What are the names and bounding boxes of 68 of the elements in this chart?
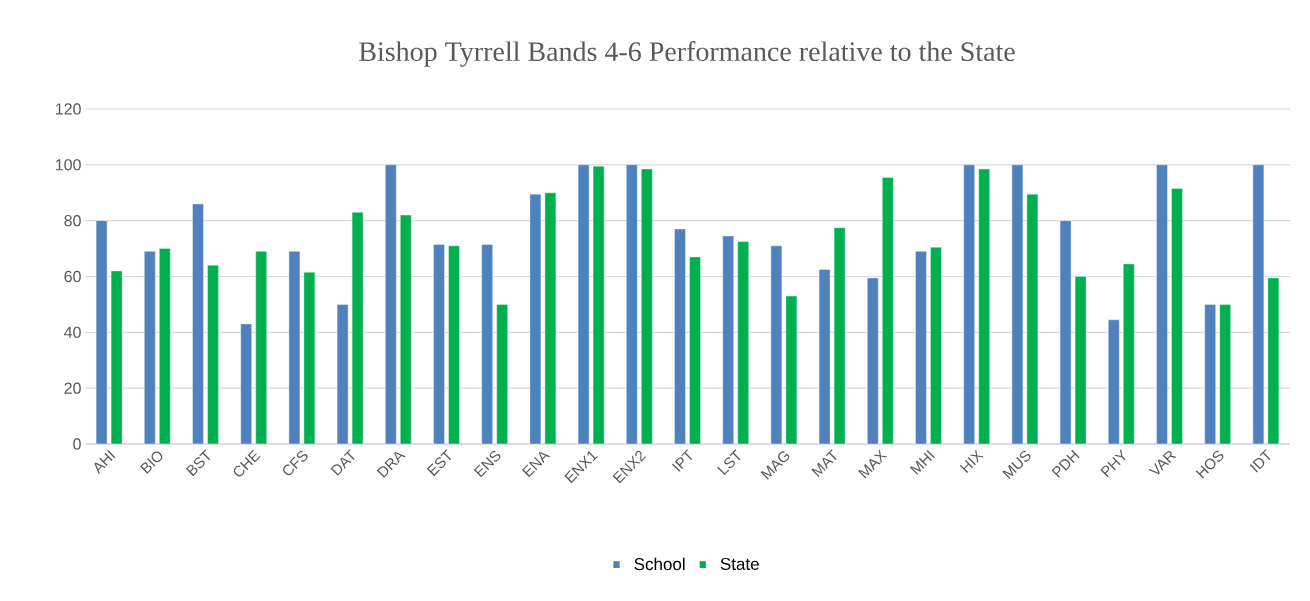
bar <box>1204 304 1216 445</box>
bar <box>481 244 493 445</box>
bar <box>351 212 364 445</box>
chart-title: Bishop Tyrrell Bands 4-6 Performance relative to the State <box>359 41 1015 67</box>
bar <box>1108 319 1120 445</box>
y-tick-label: 80 <box>64 215 81 227</box>
bar <box>592 166 605 445</box>
bar <box>785 295 798 445</box>
bar <box>930 246 942 445</box>
bar <box>496 304 508 445</box>
bar <box>1123 263 1135 445</box>
x-tick-label: ENA <box>521 451 551 478</box>
bar <box>240 323 252 445</box>
bar <box>433 244 445 445</box>
bar <box>641 168 653 445</box>
bar <box>1074 276 1087 445</box>
legend-label: State <box>720 557 759 570</box>
bar <box>689 256 701 445</box>
bar <box>255 251 267 445</box>
y-tick-label: 20 <box>64 382 81 394</box>
y-tick-label: 0 <box>73 438 81 450</box>
bar <box>400 214 412 445</box>
bar <box>915 251 927 445</box>
x-tick-label: AHI <box>94 449 116 474</box>
bar <box>978 168 990 445</box>
bar <box>963 164 975 445</box>
bar <box>288 251 301 445</box>
bar <box>110 270 123 445</box>
bar <box>448 245 460 445</box>
bar <box>626 164 638 445</box>
bar <box>95 220 108 445</box>
bar <box>207 265 219 445</box>
bar <box>1219 304 1231 445</box>
bar <box>722 235 734 445</box>
x-tick-label: VAR <box>1148 450 1177 475</box>
bar <box>1011 164 1024 445</box>
bar <box>1026 193 1039 445</box>
bar <box>303 272 316 445</box>
bar <box>867 277 879 445</box>
legend-label: School <box>634 557 685 571</box>
bar <box>577 164 590 445</box>
y-tick-label: 100 <box>56 159 81 171</box>
bar <box>1171 188 1183 445</box>
bar <box>336 304 349 445</box>
bar <box>770 245 783 445</box>
bar <box>192 203 204 445</box>
x-tick-label: IDT <box>1249 449 1271 473</box>
bar <box>1267 277 1280 445</box>
bar <box>144 251 156 445</box>
bar <box>544 192 557 445</box>
bar <box>737 241 749 445</box>
bar <box>674 228 686 445</box>
x-tick-label: HIX <box>959 449 984 474</box>
bar <box>159 248 171 445</box>
bar <box>1156 164 1168 445</box>
bar <box>833 227 846 445</box>
bar <box>882 177 894 445</box>
y-tick-label: 60 <box>64 270 81 283</box>
x-tick-label: MHI <box>909 449 935 475</box>
bar <box>385 164 397 445</box>
x-tick-label: BIO <box>140 451 163 474</box>
bar <box>1252 164 1265 445</box>
y-tick-label: 40 <box>64 326 81 338</box>
x-tick-label: IPT <box>671 449 693 472</box>
bar <box>529 193 542 445</box>
y-tick-label: 120 <box>56 103 81 115</box>
bar <box>1059 220 1072 445</box>
bar <box>818 269 831 445</box>
